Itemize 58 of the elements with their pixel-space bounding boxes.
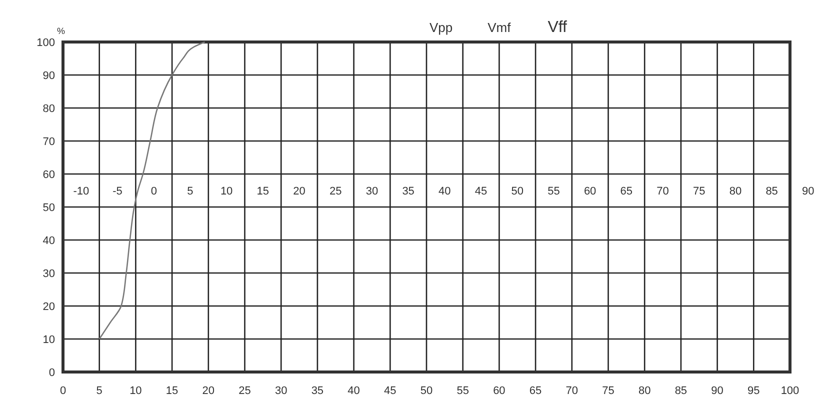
x-tick-label: 85 <box>674 385 688 397</box>
x2-tick-label: 80 <box>729 186 742 198</box>
x2-tick-label: 50 <box>511 186 524 198</box>
y-tick-label: 90 <box>42 70 55 82</box>
line-series <box>98 41 206 340</box>
text: Vmf <box>488 20 512 35</box>
x2-tick-label: 10 <box>220 186 233 198</box>
x-tick-label: 75 <box>602 385 614 397</box>
x-tick-label: 70 <box>566 385 578 397</box>
y-axis-title: % <box>57 26 66 36</box>
x-tick-label: 0 <box>60 385 66 397</box>
x2-tick-label: 90 <box>802 186 814 198</box>
x2-tick-label: -5 <box>112 186 122 198</box>
x2-tick-label: 55 <box>548 186 560 198</box>
x-tick-label: 10 <box>130 385 142 397</box>
x-tick-label: 45 <box>384 385 396 397</box>
x2-tick-label: 15 <box>256 186 270 198</box>
y-tick-label: 80 <box>42 103 55 115</box>
x2-tick-label: 75 <box>693 186 706 198</box>
x2-tick-label: 45 <box>474 186 488 198</box>
y-tick-label: 20 <box>42 301 55 313</box>
x2-tick-label: 5 <box>187 186 194 198</box>
y-tick-label: 40 <box>42 235 55 247</box>
x-tick-label: 40 <box>348 385 360 397</box>
x2-tick-label: 65 <box>620 186 633 198</box>
x-tick-label: 35 <box>311 385 324 397</box>
x-tick-label: 55 <box>456 385 469 397</box>
x2-tick-label: 60 <box>584 186 596 198</box>
y-tick-label: 10 <box>42 334 55 346</box>
y-tick-label: 30 <box>42 268 55 280</box>
y-tick-label: 100 <box>36 37 55 49</box>
x-tick-label: 60 <box>493 385 506 397</box>
x-tick-label: 20 <box>202 385 215 397</box>
y-tick-label: 70 <box>42 136 55 148</box>
x-tick-label: 90 <box>711 385 724 397</box>
x-tick-label: 30 <box>274 385 288 397</box>
x-tick-label: 25 <box>238 385 251 397</box>
x-tick-label: 95 <box>748 385 760 397</box>
y-tick-label: 0 <box>48 367 55 379</box>
x2-tick-label: 40 <box>438 186 451 198</box>
y-tick-label: 60 <box>42 169 55 181</box>
x2-tick-label: 30 <box>366 186 378 198</box>
text: Vpp <box>429 20 453 35</box>
x-tick-label: 5 <box>96 385 102 397</box>
x2-tick-label: 20 <box>293 186 306 198</box>
y-tick-label: 50 <box>42 202 55 214</box>
x2-tick-label: 25 <box>330 186 342 198</box>
text: Vff <box>548 19 568 36</box>
x-tick-label: 65 <box>529 385 542 397</box>
x2-tick-label: 0 <box>150 186 157 198</box>
x2-tick-label: 70 <box>656 186 669 198</box>
x-tick-label: 100 <box>780 385 800 397</box>
x-tick-label: 50 <box>420 385 433 397</box>
x2-tick-label: -10 <box>73 186 90 198</box>
x2-tick-label: 35 <box>402 186 414 198</box>
x-tick-label: 80 <box>638 385 651 397</box>
x2-tick-label: 85 <box>766 186 778 198</box>
x-tick-label: 15 <box>166 385 178 397</box>
